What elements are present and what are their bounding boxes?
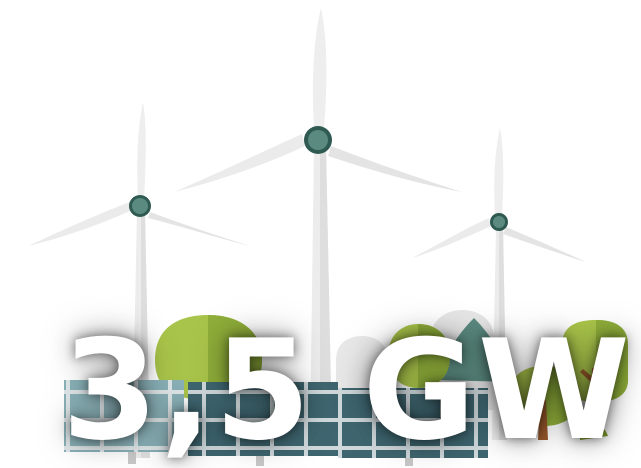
wind-turbine-icon	[174, 8, 462, 440]
tree-icon	[510, 366, 608, 440]
tree-icon	[155, 315, 262, 400]
wind-turbine-icon	[412, 128, 586, 440]
tree-icon	[436, 318, 514, 382]
tree-icon	[562, 320, 628, 420]
solar-panel-icon	[188, 382, 338, 466]
tree-icon	[388, 324, 450, 388]
solar-panel-icon	[338, 388, 488, 466]
solar-panel-icon	[64, 380, 184, 464]
headline-capacity: 3,5 GW	[62, 310, 632, 468]
